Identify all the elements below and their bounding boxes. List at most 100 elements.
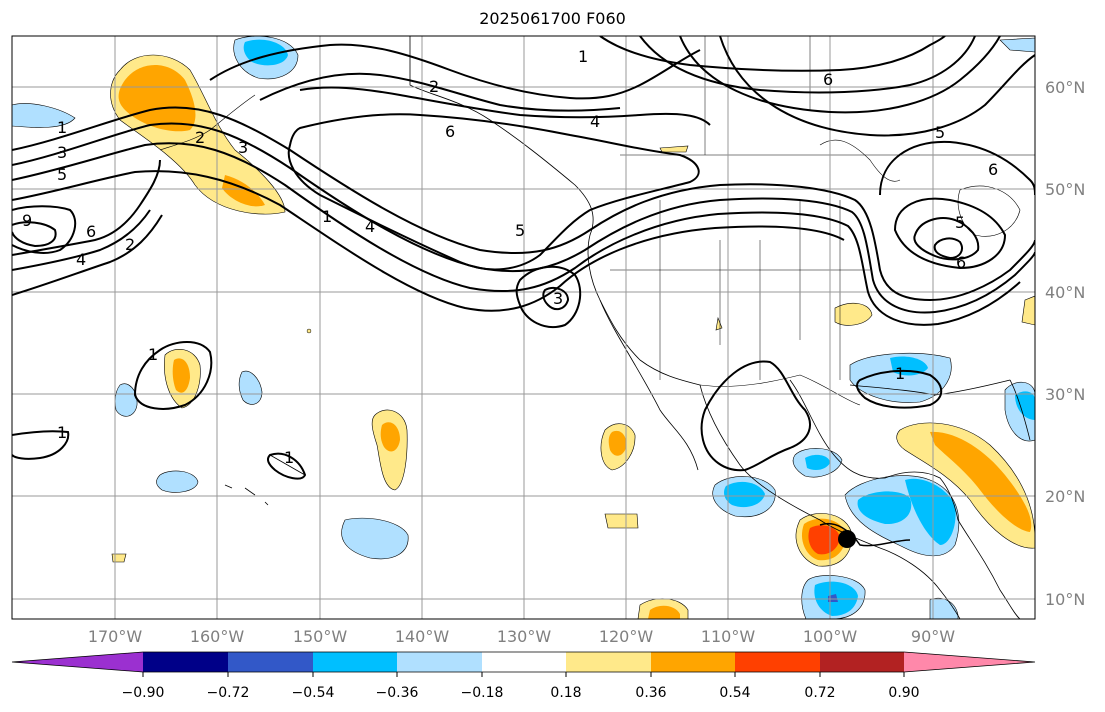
negative-anomaly-core (724, 481, 765, 508)
contour-line (209, 43, 701, 100)
negative-anomaly-area (341, 517, 409, 560)
positive-anomaly-core (118, 65, 196, 132)
lat-label: 20°N (1045, 487, 1085, 506)
contour-line (599, 36, 946, 72)
contour-label: 1 (284, 448, 294, 467)
positive-anomaly-area (306, 328, 312, 334)
negative-anomaly-area (156, 470, 199, 493)
map-frame (11, 35, 1036, 620)
negative-anomaly-area (114, 383, 138, 417)
contour-line (12, 214, 163, 296)
contour-label: 1 (895, 364, 905, 383)
contour-label: 6 (988, 160, 998, 179)
contour-line (856, 369, 943, 409)
lat-label: 50°N (1045, 180, 1085, 199)
canada-province-border (704, 36, 811, 155)
lat-label: 10°N (1045, 590, 1085, 609)
us-mexico-border (699, 374, 861, 406)
contour-line (12, 122, 1035, 314)
lon-label: 160°W (190, 627, 245, 646)
colorbar-segment (228, 652, 313, 672)
contour-label: 3 (553, 289, 563, 308)
hudson-bay-coast (819, 139, 901, 182)
contour-label: 1 (57, 423, 67, 442)
colorbar-segment (397, 652, 482, 672)
contour-label: 4 (365, 217, 375, 236)
lon-label: 170°W (88, 627, 143, 646)
colorbar-segment (820, 652, 904, 672)
lon-label: 100°W (803, 627, 858, 646)
contour-label: 9 (22, 211, 32, 230)
contour-label: 1 (57, 118, 67, 137)
contour-line (12, 209, 151, 271)
negative-anomaly-core (905, 478, 956, 545)
florida-coast-line (1009, 379, 1031, 441)
hawaii-islands (224, 454, 306, 506)
colorbar-segment (313, 652, 397, 672)
lon-label: 120°W (599, 627, 654, 646)
contour-line (12, 430, 70, 460)
contour-line (879, 140, 1035, 196)
contour-label: 1 (322, 207, 332, 226)
colorbar-extend-high (904, 652, 1035, 672)
contour-label: 6 (445, 122, 455, 141)
negative-anomaly-core (857, 491, 912, 525)
colorbar-ticks (142, 672, 905, 677)
colorbar-segment (651, 652, 735, 672)
lon-label: 90°W (911, 627, 955, 646)
lat-label: 40°N (1045, 283, 1085, 302)
contour-label: 4 (590, 112, 600, 131)
positive-anomaly-core (380, 422, 400, 452)
positive-anomaly-area (659, 145, 689, 153)
baja-coast-line (599, 299, 699, 471)
shaded-fields (12, 36, 1035, 619)
central-america-coast-line (957, 519, 1021, 619)
contour-line (266, 452, 307, 480)
contour-label: 5 (57, 165, 67, 184)
contour-line (287, 113, 700, 271)
contour-line (515, 265, 582, 328)
contour-line (542, 287, 570, 311)
great-lakes-outline (957, 185, 1021, 237)
gulf-coast-line (789, 379, 959, 521)
contour-label: 3 (57, 143, 67, 162)
colorbar-label: −0.54 (292, 685, 335, 701)
positive-anomaly-area (111, 553, 127, 563)
aleutian-islands (159, 94, 256, 151)
contour-label: 4 (76, 250, 86, 269)
colorbar-segment (566, 652, 651, 672)
positive-anomaly-core (172, 358, 190, 393)
contour-line (259, 72, 621, 112)
colorbar-label: −0.90 (122, 685, 165, 701)
contour-line (639, 36, 976, 94)
contour-line (933, 237, 963, 260)
colorbar-labels: −0.90 −0.72 −0.54 −0.36 −0.18 0.18 0.36 … (122, 685, 920, 701)
positive-anomaly-area (1021, 295, 1035, 326)
contour-line (12, 159, 161, 256)
colorbar-segment (482, 652, 566, 672)
positive-anomaly-core (930, 431, 1032, 532)
colorbar-label: 0.36 (635, 685, 666, 701)
longitude-labels: 170°W 160°W 150°W 140°W 130°W 120°W 110°… (88, 627, 955, 646)
contour-line (12, 106, 1035, 302)
contour-label: 2 (195, 128, 205, 147)
latitude-labels: 60°N 50°N 40°N 30°N 20°N 10°N (1045, 78, 1085, 609)
lat-label: 30°N (1045, 385, 1085, 404)
contour-line (299, 86, 711, 126)
contour-line (913, 217, 980, 261)
colorbar-label: 0.72 (804, 685, 835, 701)
location-marker (838, 530, 856, 548)
colorbar-segment (735, 652, 820, 672)
colorbar-label: −0.36 (376, 685, 419, 701)
lon-label: 140°W (395, 627, 450, 646)
contour-lines (12, 36, 1035, 547)
colorbar-label: 0.18 (550, 685, 581, 701)
positive-anomaly-core (222, 175, 265, 207)
contour-line (700, 360, 811, 472)
negative-anomaly-area (12, 103, 76, 128)
lon-label: 110°W (701, 627, 756, 646)
contour-labels: 1 3 5 9 4 2 6 3 2 1 4 6 2 5 3 4 1 6 5 6 … (22, 47, 998, 467)
negative-anomaly-area (999, 37, 1035, 53)
graticule (12, 36, 1035, 619)
